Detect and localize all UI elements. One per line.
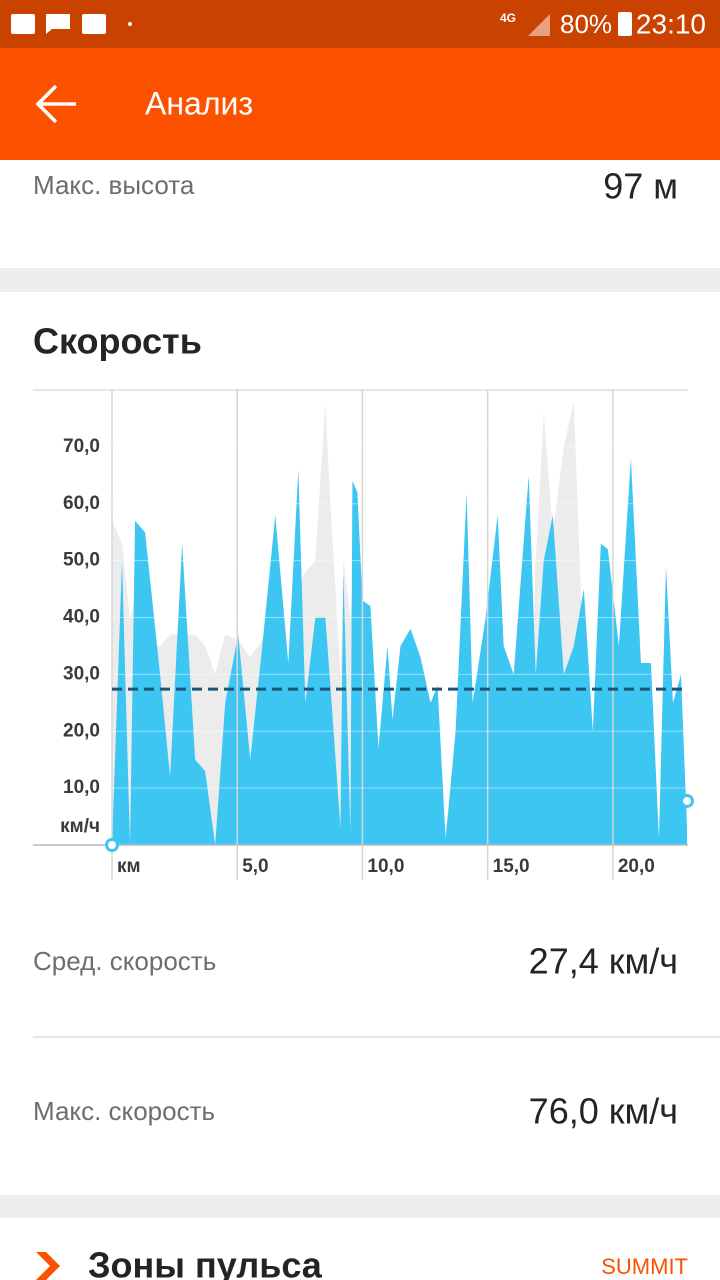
card-gap: [0, 268, 720, 292]
y-tick-label: 40,0: [63, 607, 100, 628]
y-tick-label: 30,0: [63, 663, 100, 684]
back-button[interactable]: [35, 84, 76, 124]
y-tick-label: 20,0: [63, 720, 100, 741]
gallery-icon: [11, 14, 35, 34]
y-tick-label: 70,0: [63, 436, 100, 457]
y-axis-label: км/ч: [60, 816, 100, 837]
clock: 23:10: [636, 8, 706, 39]
mail-icon: [82, 14, 106, 34]
avg-speed-value: 27,4 км/ч: [529, 941, 678, 982]
summit-badge[interactable]: SUMMIT: [601, 1254, 688, 1279]
y-tick-label: 50,0: [63, 550, 100, 571]
elevation-value: 97 м: [603, 166, 678, 207]
battery-level: 80%: [560, 9, 612, 39]
y-tick-label: 60,0: [63, 493, 100, 514]
app-title: Анализ: [145, 85, 253, 121]
speed-title: Скорость: [33, 321, 202, 362]
x-tick-label: 5,0: [242, 856, 268, 877]
network-label: 4G: [500, 11, 516, 25]
message-icon: [46, 14, 70, 34]
speed-area: [112, 458, 687, 845]
endpoint-marker: [105, 838, 119, 852]
avg-speed-label: Сред. скорость: [33, 946, 216, 976]
battery-icon: [618, 12, 632, 36]
speed-chart: км 5,0 10,0 15,0 20,0 10,0 20,0 30,0 40,0 50,0 60,…: [33, 389, 694, 880]
heart-zones-title: Зоны пульса: [88, 1245, 323, 1280]
app-bar: [0, 48, 720, 160]
card-gap: [0, 1195, 720, 1218]
summit-chevron: [36, 1252, 60, 1280]
max-speed-value: 76,0 км/ч: [529, 1091, 678, 1132]
elevation-label: Макс. высота: [33, 170, 195, 200]
endpoint-marker: [679, 793, 694, 808]
signal-icon: [528, 14, 550, 36]
dot-icon: [128, 22, 132, 26]
x-tick-label: 15,0: [493, 856, 530, 877]
max-speed-label: Макс. скорость: [33, 1096, 215, 1126]
x-tick-label: км: [117, 856, 141, 877]
x-tick-label: 10,0: [367, 856, 404, 877]
status-bar: [0, 0, 720, 48]
x-tick-label: 20,0: [618, 856, 655, 877]
y-tick-label: 10,0: [63, 777, 100, 798]
